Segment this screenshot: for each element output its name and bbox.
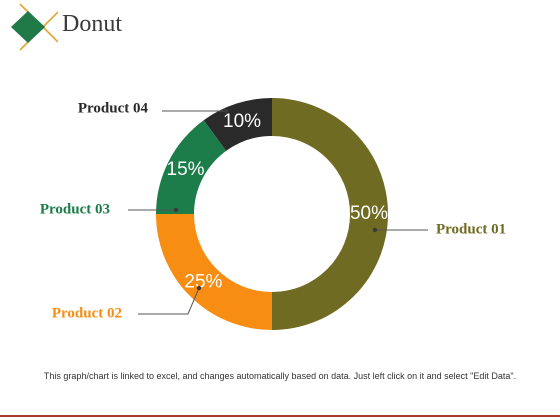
logo-diamond — [11, 11, 45, 43]
category-label-product-02: Product 02 — [52, 305, 122, 321]
slice-product-03 — [156, 120, 227, 214]
leader-line-product-02 — [138, 287, 200, 315]
value-label-product-01: 50% — [350, 203, 388, 224]
leader-dot-product-01 — [372, 227, 378, 233]
value-label-product-04: 10% — [223, 111, 261, 132]
page-title: Donut — [62, 11, 122, 37]
slice-product-01 — [272, 98, 388, 330]
value-label-product-03: 15% — [167, 159, 205, 180]
footer-note: This graph/chart is linked to excel, and… — [43, 371, 517, 381]
category-label-product-03: Product 03 — [40, 201, 110, 217]
leader-dot-product-03 — [173, 207, 179, 213]
value-label-product-02: 25% — [184, 272, 222, 293]
category-label-product-04: Product 04 — [78, 100, 149, 116]
inner-ring — [194, 136, 350, 292]
category-label-product-01: Product 01 — [436, 221, 506, 237]
logo-icon — [11, 3, 58, 51]
leader-dot-product-02 — [196, 285, 202, 291]
bottom-rule — [0, 415, 560, 417]
slice-product-02 — [156, 214, 272, 330]
leader-dot-product-04 — [223, 108, 229, 114]
